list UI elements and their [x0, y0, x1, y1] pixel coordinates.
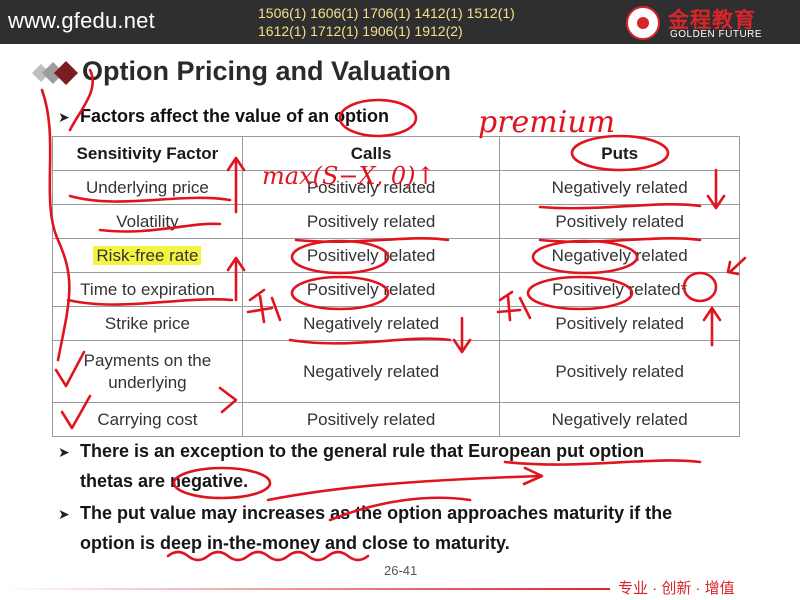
exam-codes-line-2: 1612(1) 1712(1) 1906(1) 1912(2): [258, 23, 463, 39]
factor-cell: Underlying price: [52, 170, 243, 205]
header-bar: www.gfedu.net 1506(1) 1606(1) 1706(1) 14…: [0, 0, 800, 44]
table-row: Payments on the underlying Negatively re…: [52, 340, 740, 403]
title-diamond-icon: [32, 61, 78, 85]
table-row: Strike price Negatively related Positive…: [52, 306, 740, 341]
factor-cell: Payments on the underlying: [52, 340, 243, 403]
factor-cell: Carrying cost: [52, 402, 243, 437]
puts-cell: Negatively related: [499, 238, 740, 273]
puts-cell: Positively related: [499, 306, 740, 341]
bullet-arrow-icon: ➤: [58, 444, 70, 460]
exam-codes-line-1: 1506(1) 1606(1) 1706(1) 1412(1) 1512(1): [258, 5, 515, 21]
calls-cell: Negatively related: [241, 306, 501, 341]
golden-future-logo-icon: [626, 6, 660, 40]
calls-cell: Negatively related: [241, 340, 501, 403]
bullet-arrow-icon: ➤: [58, 506, 70, 522]
brand-name-en: GOLDEN FUTURE: [670, 29, 763, 40]
exam-codes: 1506(1) 1606(1) 1706(1) 1412(1) 1512(1) …: [258, 4, 588, 40]
table-row: Underlying price Positively related Nega…: [52, 170, 740, 205]
puts-cell: Positively related*: [499, 272, 740, 307]
table-header-row: Sensitivity Factor Calls Puts: [52, 136, 740, 171]
sensitivity-table: Sensitivity Factor Calls Puts Underlying…: [52, 136, 740, 437]
table-row: Volatility Positively related Positively…: [52, 204, 740, 239]
footer-bar: 专业 · 创新 · 增值: [0, 577, 800, 600]
ink-arrow-stroke: [266, 474, 542, 502]
page-number: 26-41: [384, 563, 418, 578]
calls-cell: Positively related: [241, 272, 501, 307]
calls-cell: Positively related: [241, 238, 501, 273]
bullet-put-exception-line-1: There is an exception to the general rul…: [80, 441, 645, 461]
ink-arrowhead: [522, 466, 544, 486]
calls-cell: Positively related: [241, 204, 501, 239]
header-sensitivity-factor: Sensitivity Factor: [52, 136, 243, 171]
footer-slogan: 专业 · 创新 · 增值: [618, 580, 735, 597]
slide-title: Option Pricing and Valuation: [82, 56, 452, 86]
header-calls: Calls: [241, 136, 501, 171]
header-puts: Puts: [499, 136, 740, 171]
factor-cell: Risk-free rate: [52, 238, 243, 273]
factor-cell: Volatility: [52, 204, 243, 239]
footer-divider: [0, 588, 610, 590]
highlighted-factor: Risk-free rate: [93, 245, 202, 265]
bullet-put-value-line-2: option is deep in-the-money and close to…: [80, 533, 510, 553]
puts-cell: Positively related: [499, 204, 740, 239]
puts-cell: Negatively related: [499, 170, 740, 205]
ink-note-premium: premium: [478, 105, 615, 140]
bullet-arrow-icon: ➤: [58, 109, 70, 125]
intro-bullet: Factors affect the value of an option: [80, 106, 390, 126]
bullet-put-exception-line-2: thetas are negative.: [80, 471, 249, 491]
puts-cell: Negatively related: [499, 402, 740, 437]
calls-cell: Positively related: [241, 402, 501, 437]
factor-cell: Time to expiration: [52, 272, 243, 307]
bullet-put-value-line-1: The put value may increases as the optio…: [80, 503, 673, 523]
table-row: Risk-free rate Positively related Negati…: [52, 238, 740, 273]
table-row: Carrying cost Positively related Negativ…: [52, 402, 740, 437]
brand-name-cn: 金程教育: [668, 9, 756, 32]
puts-cell: Positively related: [499, 340, 740, 403]
table-row: Time to expiration Positively related Po…: [52, 272, 740, 307]
calls-cell: Positively related: [241, 170, 501, 205]
factor-cell: Strike price: [52, 306, 243, 341]
site-url[interactable]: www.gfedu.net: [8, 8, 155, 33]
